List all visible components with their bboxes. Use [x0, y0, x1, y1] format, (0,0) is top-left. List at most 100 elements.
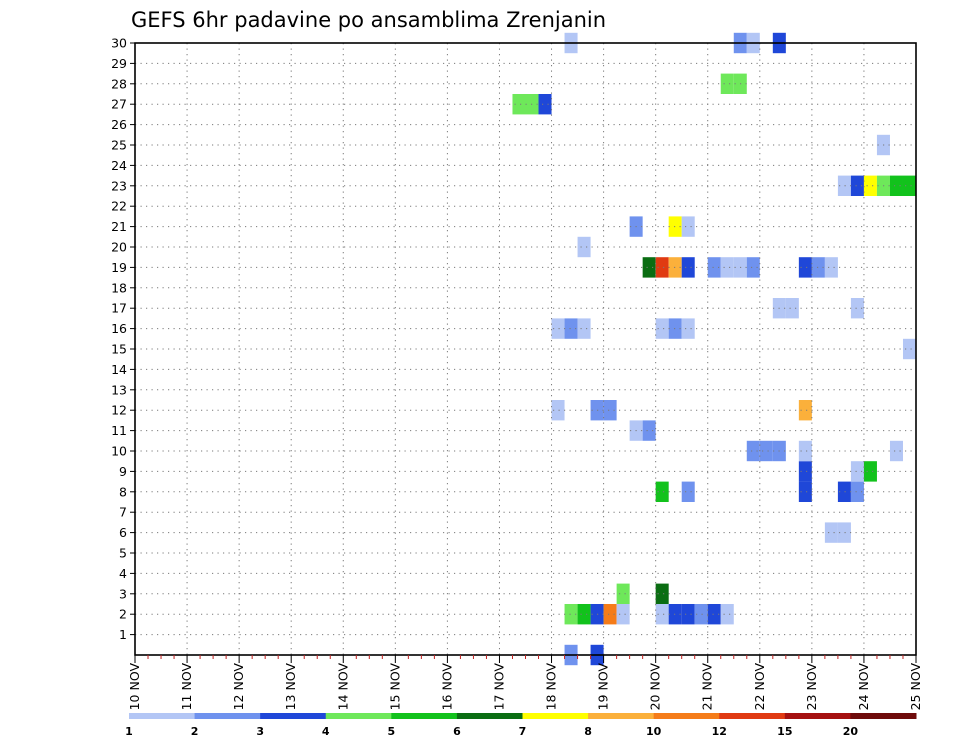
heatmap-cell — [798, 440, 812, 462]
heatmap-cell — [889, 440, 903, 462]
heatmap-cell — [694, 604, 708, 625]
x-tick-label: 12 NOV — [231, 663, 246, 711]
y-tick-label: 14 — [111, 362, 127, 377]
colorbar-label: 2 — [191, 725, 199, 738]
heatmap-cell — [551, 400, 565, 421]
grid-lines — [134, 42, 917, 655]
y-tick-label: 10 — [111, 444, 127, 459]
colorbar-label: 8 — [584, 725, 592, 738]
y-tick-label: 18 — [111, 280, 127, 295]
colorbar-swatch — [391, 713, 458, 719]
heatmap-cell — [746, 257, 760, 278]
y-tick-label: 28 — [111, 76, 127, 91]
heatmap-cell — [850, 298, 864, 319]
y-tick-label: 15 — [111, 342, 127, 357]
x-tick-label: 14 NOV — [335, 663, 350, 711]
heatmap-cell — [785, 298, 799, 319]
y-tick-label: 11 — [111, 423, 127, 438]
heatmap-cell — [616, 583, 630, 604]
heatmap-cell — [798, 400, 812, 421]
x-tick-label: 13 NOV — [283, 663, 298, 711]
heatmap-cell — [798, 257, 812, 278]
heatmap-cell — [603, 604, 617, 625]
colorbar-label: 7 — [519, 725, 527, 738]
x-tick-label: 21 NOV — [700, 663, 715, 711]
x-tick-label: 20 NOV — [648, 663, 663, 711]
y-tick-label: 13 — [111, 382, 127, 397]
heatmap-cell — [616, 604, 630, 625]
x-tick-label: 23 NOV — [804, 663, 819, 711]
heatmap-cell — [707, 257, 721, 278]
heatmap-cell — [512, 94, 526, 115]
y-tick-label: 27 — [111, 97, 127, 112]
y-tick-label: 16 — [111, 321, 127, 336]
heatmap-cell — [655, 481, 669, 502]
chart-title: GEFS 6hr padavine po ansamblima Zrenjani… — [131, 8, 606, 32]
heatmap-cell — [720, 604, 734, 625]
colorbar-label: 5 — [388, 725, 396, 738]
x-tick-label: 25 NOV — [908, 663, 923, 711]
colorbar-label: 10 — [646, 725, 662, 738]
heatmap-cell — [746, 440, 760, 462]
heatmap-cells — [512, 32, 916, 666]
colorbar-label: 15 — [777, 725, 792, 738]
y-tick-label: 8 — [119, 484, 127, 499]
x-tick-label: 18 NOV — [544, 663, 559, 711]
y-tick-label: 21 — [111, 219, 127, 234]
heatmap-cell — [850, 175, 864, 196]
heatmap-cell — [681, 257, 695, 278]
colorbar-swatch — [194, 713, 261, 719]
y-tick-label: 17 — [111, 301, 127, 316]
colorbar-swatch — [850, 713, 917, 719]
colorbar-label: 4 — [322, 725, 330, 738]
colorbar-label: 12 — [712, 725, 727, 738]
x-tick-label: 15 NOV — [387, 663, 402, 711]
colorbar-label: 6 — [453, 725, 461, 738]
heatmap-cell — [824, 522, 838, 543]
colorbar-swatch — [260, 713, 327, 719]
heatmap-cell — [577, 604, 591, 625]
heatmap-cell — [655, 257, 669, 278]
heatmap-cell — [837, 522, 851, 543]
heatmap-cell — [798, 461, 812, 482]
heatmap-cell — [837, 481, 851, 502]
x-tick-label: 11 NOV — [179, 663, 194, 711]
heatmap-cell — [655, 318, 669, 339]
y-tick-label: 3 — [119, 586, 127, 601]
x-tick-label: 16 NOV — [439, 663, 454, 711]
heatmap-cell — [889, 175, 903, 196]
heatmap-cell — [759, 440, 773, 462]
colorbar-swatch — [653, 713, 720, 719]
heatmap-cell — [850, 461, 864, 482]
heatmap-cell — [564, 604, 578, 625]
y-tick-label: 25 — [111, 138, 127, 153]
y-tick-label: 7 — [119, 505, 127, 520]
x-tick-label: 24 NOV — [856, 663, 871, 711]
colorbar-swatch — [325, 713, 392, 719]
heatmap-cell — [642, 257, 656, 278]
y-tick-label: 4 — [119, 566, 127, 581]
heatmap-cell — [837, 175, 851, 196]
y-tick-label: 19 — [111, 260, 127, 275]
heatmap-cell — [902, 175, 916, 196]
y-tick-label: 26 — [111, 117, 127, 132]
colorbar: 1 2 3 4 5 6 7 8 10 12 15 20 — [125, 713, 917, 738]
heatmap-cell — [720, 73, 734, 94]
y-tick-label: 24 — [111, 158, 127, 173]
heatmap-cell — [850, 481, 864, 502]
heatmap-cell — [681, 604, 695, 625]
heatmap-cell — [681, 318, 695, 339]
x-tick-label: 22 NOV — [752, 663, 767, 711]
heatmap-cell — [707, 604, 721, 625]
heatmap-cell — [798, 481, 812, 502]
heatmap-cell — [902, 338, 916, 360]
x-tick-label: 10 NOV — [127, 663, 142, 711]
colorbar-swatch — [719, 713, 786, 719]
heatmap-cell — [642, 420, 656, 441]
colorbar-label: 1 — [125, 725, 133, 738]
colorbar-swatch — [456, 713, 523, 719]
y-tick-label: 22 — [111, 199, 127, 214]
heatmap-cell — [811, 257, 825, 278]
colorbar-label: 20 — [843, 725, 859, 738]
